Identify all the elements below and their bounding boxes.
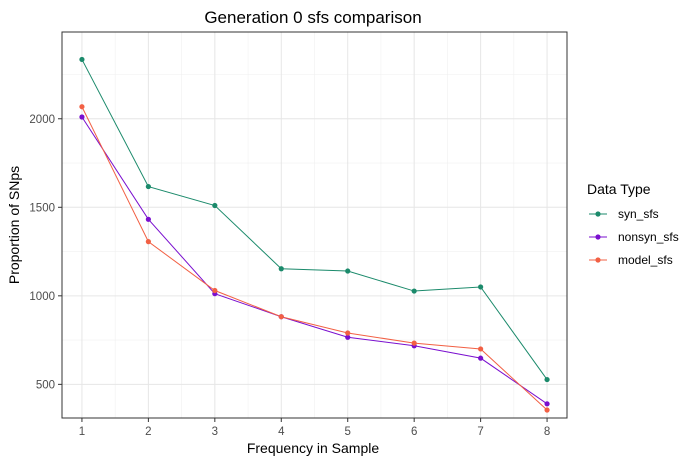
series-line-nonsyn_sfs	[81, 116, 548, 405]
legend-label: nonsyn_sfs	[618, 230, 679, 244]
data-point-syn_sfs	[145, 183, 151, 190]
x-tick-label: 8	[544, 426, 550, 438]
data-point-model_sfs	[145, 239, 151, 245]
grid-minor	[62, 32, 567, 418]
series-layer	[79, 56, 550, 413]
data-point-model_sfs	[212, 287, 218, 294]
x-axis-title: Frequency in Sample	[247, 440, 380, 456]
y-tick-label: 500	[36, 379, 55, 391]
data-point-model_sfs	[345, 330, 351, 336]
y-tick-label: 1000	[29, 291, 55, 303]
x-tick-label: 1	[79, 426, 85, 438]
data-point-model_sfs	[544, 407, 550, 413]
data-point-syn_sfs	[79, 56, 85, 63]
data-point-nonsyn_sfs	[544, 401, 550, 407]
data-point-syn_sfs	[345, 268, 351, 274]
data-point-syn_sfs	[478, 284, 484, 290]
plot-panel-border	[61, 31, 568, 419]
series-line-model_sfs	[81, 106, 548, 411]
legend-key-point	[595, 257, 601, 263]
legend-label: model_sfs	[618, 253, 673, 267]
data-point-syn_sfs	[544, 376, 550, 383]
y-tick-label: 2000	[29, 114, 55, 126]
legend-key-point	[595, 234, 601, 240]
legend-items: syn_sfs nonsyn_sfs model_sfs	[589, 207, 679, 267]
series-line-syn_sfs	[81, 59, 548, 380]
data-point-model_sfs	[411, 340, 417, 346]
data-point-model_sfs	[478, 346, 484, 352]
legend: Data Type syn_sfs nonsyn_sfs model_sfs	[587, 181, 679, 267]
x-tick-label: 5	[345, 426, 351, 438]
data-point-nonsyn_sfs	[345, 334, 351, 340]
data-point-nonsyn_sfs	[79, 114, 85, 120]
data-point-nonsyn_sfs	[478, 355, 484, 361]
chart-title: Generation 0 sfs comparison	[204, 8, 421, 27]
grid-major	[62, 32, 567, 418]
data-point-model_sfs	[79, 104, 85, 110]
data-point-model_sfs	[278, 314, 284, 320]
data-point-nonsyn_sfs	[145, 216, 151, 222]
x-tick-label: 4	[278, 426, 285, 438]
x-tick-label: 6	[411, 426, 417, 438]
x-tick-label: 2	[145, 426, 151, 438]
x-tick-label: 3	[212, 426, 218, 438]
data-point-syn_sfs	[411, 288, 417, 294]
legend-label: syn_sfs	[618, 207, 659, 221]
data-point-syn_sfs	[278, 266, 284, 272]
x-axis-ticks: 1 2 3 4 5 6 7 8	[79, 418, 550, 438]
y-axis-title: Proportion of SNps	[6, 166, 22, 284]
x-tick-label: 7	[477, 426, 483, 438]
legend-title: Data Type	[587, 181, 651, 197]
data-point-syn_sfs	[212, 202, 218, 209]
y-tick-label: 1500	[29, 202, 55, 214]
legend-key-point	[595, 211, 601, 217]
y-axis-ticks: 500 1000 1500 2000	[29, 114, 62, 391]
